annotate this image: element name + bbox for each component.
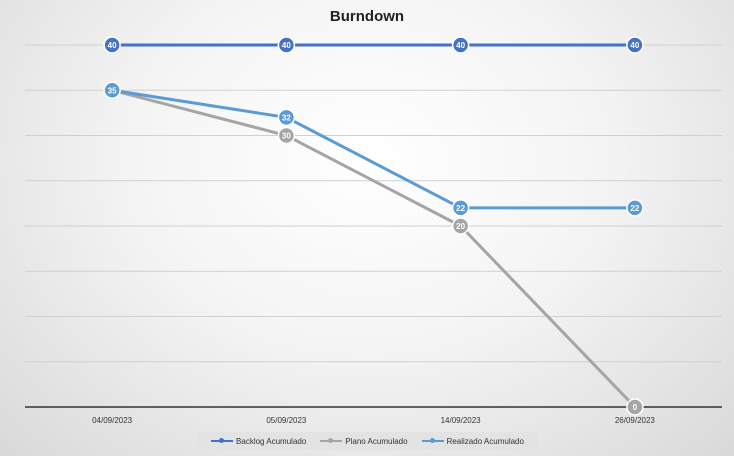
legend-swatch	[211, 438, 234, 443]
data-label: 32	[282, 113, 291, 122]
x-tick-label: 05/09/2023	[266, 416, 307, 425]
legend-label: Backlog Acumulado	[236, 436, 307, 446]
data-label: 40	[630, 41, 639, 50]
legend-swatch	[320, 438, 343, 443]
legend-item: Backlog Acumulado	[211, 437, 306, 446]
legend: Backlog Acumulado Plano Acumulado Realizad…	[197, 432, 538, 450]
data-point	[103, 36, 121, 54]
data-point	[277, 36, 296, 54]
data-label: 22	[630, 204, 639, 213]
legend-item: Realizado Acumulado	[421, 436, 524, 446]
data-label: 0	[633, 403, 638, 412]
data-point	[277, 126, 296, 145]
data-label: 40	[282, 41, 291, 50]
data-point	[451, 36, 470, 54]
data-point	[451, 217, 470, 235]
legend-label: Plano Acumulado	[345, 436, 408, 446]
data-point	[626, 398, 644, 416]
data-label: 30	[282, 132, 291, 141]
data-label: 40	[108, 41, 117, 50]
data-label: 40	[456, 41, 465, 50]
data-point	[626, 36, 644, 54]
data-point	[626, 199, 644, 217]
series-line	[111, 88, 635, 210]
series-line	[111, 88, 636, 409]
data-point	[277, 108, 296, 127]
x-tick-label: 14/09/2023	[441, 416, 482, 425]
data-label: 20	[456, 222, 465, 231]
chart-title: Burndown	[329, 8, 405, 25]
x-tick-label: 04/09/2023	[92, 416, 133, 425]
legend-swatch	[421, 438, 444, 443]
data-label: 22	[456, 204, 465, 213]
legend-item: Plano Acumulado	[320, 436, 408, 446]
data-point	[451, 199, 470, 217]
legend-label: Realizado Acumulado	[446, 436, 524, 446]
data-point	[103, 81, 121, 99]
data-label: 35	[108, 86, 117, 95]
x-tick-label: 26/09/2023	[615, 416, 656, 425]
